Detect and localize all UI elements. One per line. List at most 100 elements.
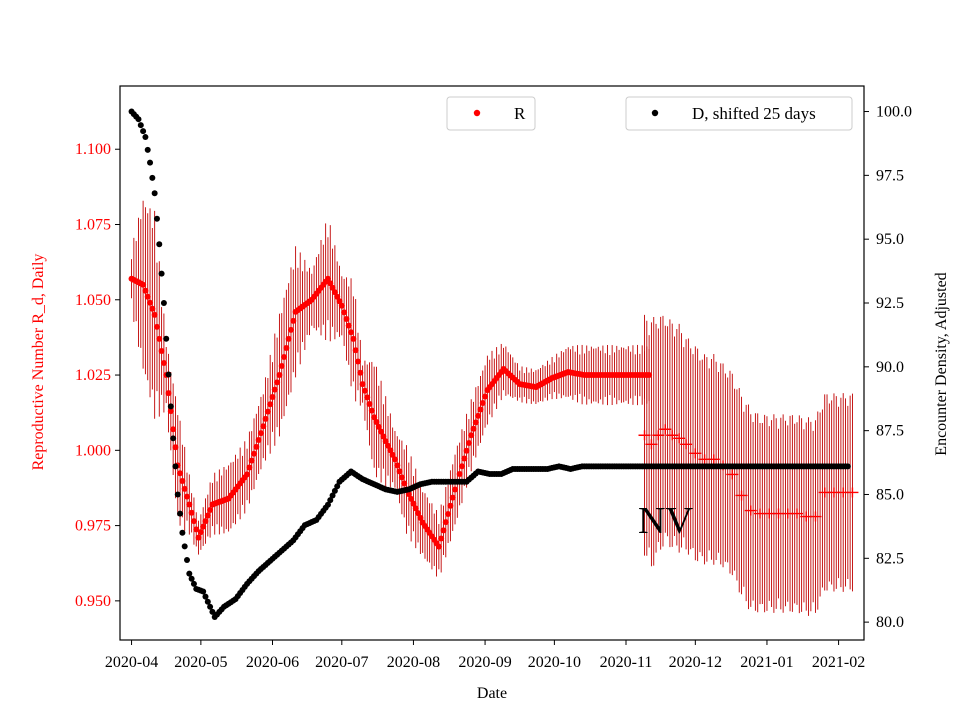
r-point [246, 464, 253, 471]
r-point [415, 510, 422, 517]
r-points [128, 275, 653, 550]
plot-area [128, 108, 859, 621]
r-sparse-point [707, 454, 720, 465]
x-tick-label: 2020-07 [315, 654, 368, 671]
d-point [188, 575, 195, 582]
r-sparse-points [638, 424, 859, 522]
r-point [195, 534, 202, 541]
r-point [285, 335, 292, 342]
d-point [142, 134, 149, 141]
r-point [378, 428, 385, 435]
x-tick-label: 2020-06 [246, 654, 299, 671]
y-left-tick-label: 0.975 [75, 518, 111, 535]
r-sparse-point [735, 490, 748, 501]
r-point [327, 280, 334, 287]
state-annotation: NV [638, 500, 693, 542]
d-point [158, 270, 165, 277]
r-point [257, 430, 264, 437]
r-sparse-point [846, 487, 859, 498]
r-point [160, 360, 167, 366]
legend-d-frame [625, 96, 853, 131]
r-point [348, 329, 355, 336]
r-point [477, 406, 484, 413]
r-point [255, 436, 262, 443]
r-sparse-point [689, 448, 702, 459]
r-point [147, 299, 154, 306]
r-point [417, 514, 424, 521]
r-point [463, 447, 470, 454]
r-point [248, 457, 255, 464]
legend-d-label: D, shifted 25 days [692, 104, 816, 123]
r-point [435, 543, 442, 550]
r-point [382, 438, 389, 445]
d-point [137, 122, 144, 129]
legend-r: R [446, 96, 536, 131]
d-point [149, 174, 156, 181]
r-point [408, 495, 415, 502]
r-point [140, 281, 147, 288]
r-point [287, 326, 294, 333]
d-point [202, 593, 209, 600]
r-point [260, 423, 267, 430]
legend-d-marker [651, 109, 659, 117]
r-point [343, 316, 350, 323]
r-point [276, 372, 283, 379]
r-point [412, 505, 419, 512]
r-point [398, 474, 405, 481]
r-point [170, 426, 177, 433]
r-sparse-point [659, 424, 672, 435]
r-sparse-point [809, 511, 822, 522]
r-sparse-point [652, 430, 665, 441]
r-point [190, 518, 197, 525]
r-point [394, 462, 401, 469]
r-point [158, 347, 165, 354]
r-point [345, 322, 352, 329]
y-right-tick-label: 80.0 [876, 614, 904, 631]
d-points [128, 108, 851, 621]
x-tick-label: 2020-11 [600, 654, 653, 671]
d-point [190, 580, 197, 587]
r-point [179, 478, 186, 485]
r-point [177, 470, 184, 477]
r-point [357, 369, 364, 376]
x-tick-label: 2020-10 [528, 654, 581, 671]
r-point [283, 344, 290, 351]
r-sparse-point [666, 430, 679, 441]
r-point [371, 414, 378, 421]
r-point [380, 433, 387, 440]
r-sparse-point [638, 430, 651, 441]
r-point [281, 353, 288, 360]
r-point [452, 486, 459, 493]
r-point [472, 419, 479, 426]
r-point [410, 500, 417, 507]
d-point [329, 492, 336, 499]
x-tick-label: 2020-12 [669, 654, 722, 671]
y-right-tick-label: 97.5 [876, 167, 904, 184]
y-left-tick-label: 1.025 [75, 367, 111, 384]
r-point [447, 502, 454, 509]
y-left-tick-label: 1.050 [75, 292, 111, 309]
r-point [165, 390, 172, 397]
d-point [147, 159, 154, 166]
d-point [184, 557, 191, 564]
d-point [170, 435, 177, 442]
r-point [440, 527, 447, 534]
r-point [200, 523, 207, 530]
r-point [269, 393, 276, 400]
d-point [334, 483, 341, 490]
y-left-tick-label: 1.000 [75, 442, 111, 459]
r-point [262, 415, 269, 422]
r-point [167, 408, 174, 415]
r-point [204, 512, 211, 519]
r-point [449, 494, 456, 501]
d-point [209, 608, 216, 615]
r-point [391, 456, 398, 463]
r-point [385, 442, 392, 449]
r-point [458, 463, 465, 470]
x-tick-label: 2021-02 [812, 654, 865, 671]
d-point [179, 529, 186, 536]
d-point [165, 371, 172, 378]
y-right-tick-label: 90.0 [876, 359, 904, 376]
legend-d: D, shifted 25 days [625, 96, 853, 131]
